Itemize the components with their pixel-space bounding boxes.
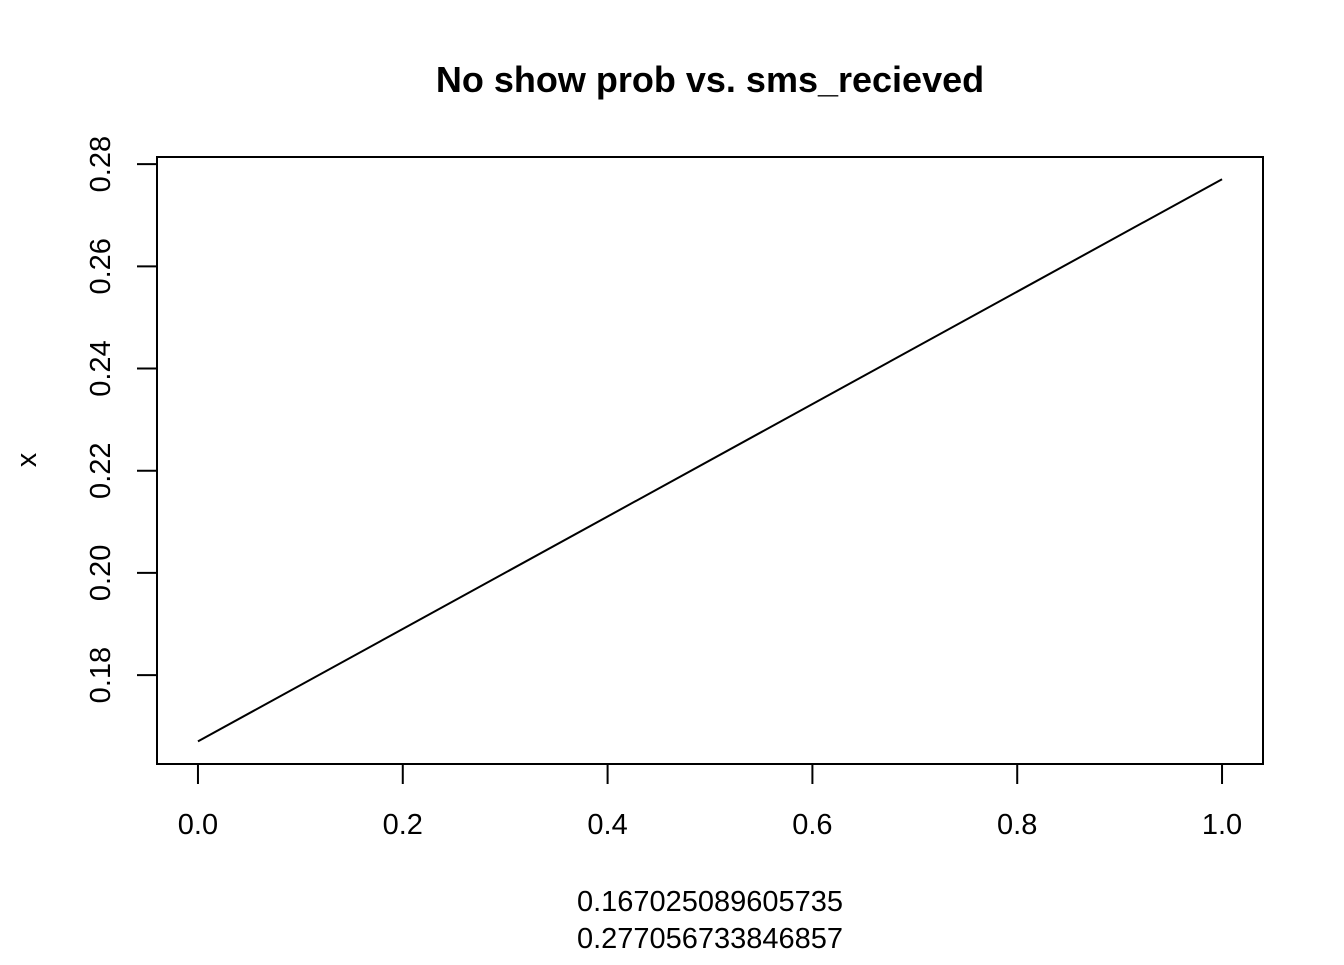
x-axis-label-line-1: 0.167025089605735 <box>577 886 843 918</box>
chart-title: No show prob vs. sms_recieved <box>436 59 984 100</box>
x-tick-label: 0.4 <box>587 809 627 841</box>
x-tick-label: 0.8 <box>997 809 1037 841</box>
y-tick-label: 0.28 <box>85 136 117 192</box>
x-tick-label: 0.0 <box>178 809 218 841</box>
y-tick-label: 0.22 <box>85 442 117 498</box>
y-tick-label: 0.24 <box>85 340 117 396</box>
x-axis-label-line-2: 0.277056733846857 <box>577 923 843 955</box>
series-line <box>197 178 1223 743</box>
y-tick-label: 0.26 <box>85 238 117 294</box>
x-tick-label: 0.6 <box>792 809 832 841</box>
x-tick-label: 0.2 <box>383 809 423 841</box>
x-tick-label: 1.0 <box>1202 809 1242 841</box>
series-layer <box>197 178 1223 743</box>
plot-area-frame <box>156 156 1264 765</box>
y-tick-label: 0.20 <box>85 545 117 601</box>
y-axis: 0.18 0.20 0.22 0.24 0.26 0.28 <box>85 136 157 703</box>
y-tick-label: 0.18 <box>85 647 117 703</box>
y-axis-label: x <box>11 452 43 467</box>
x-axis: 0.0 0.2 0.4 0.6 0.8 1.0 <box>178 764 1242 841</box>
